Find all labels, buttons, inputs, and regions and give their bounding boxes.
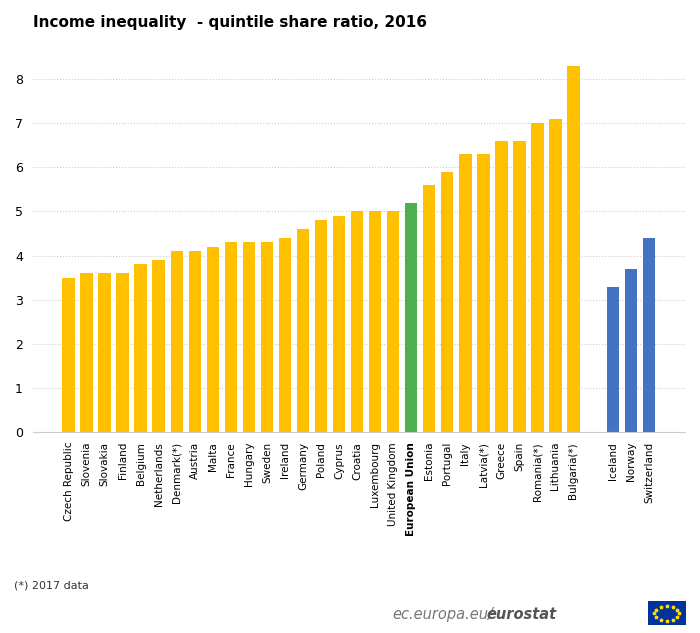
Bar (607, 287, 620, 432)
Bar (459, 154, 472, 432)
Bar (225, 242, 237, 432)
Bar (624, 269, 637, 432)
Bar (513, 141, 526, 432)
Bar (243, 242, 256, 432)
Bar (171, 251, 183, 432)
Bar (495, 141, 508, 432)
Text: (*) 2017 data: (*) 2017 data (14, 580, 89, 591)
Text: Income inequality  - quintile share ratio, 2016: Income inequality - quintile share ratio… (33, 15, 427, 30)
Text: ec.europa.eu/: ec.europa.eu/ (392, 607, 493, 622)
Bar (351, 211, 363, 432)
Bar (188, 251, 201, 432)
Bar (260, 242, 273, 432)
Bar (80, 273, 93, 432)
Bar (369, 211, 382, 432)
Bar (549, 119, 561, 432)
Bar (567, 66, 580, 432)
Bar (441, 172, 454, 432)
Bar (643, 238, 655, 432)
Bar (134, 265, 147, 432)
Bar (315, 220, 328, 432)
Bar (153, 260, 165, 432)
Bar (62, 278, 75, 432)
Bar (297, 229, 309, 432)
Bar (387, 211, 400, 432)
Bar (206, 247, 219, 432)
Bar (531, 123, 544, 432)
Bar (405, 203, 417, 432)
Bar (279, 238, 291, 432)
Text: eurostat: eurostat (486, 607, 556, 622)
Bar (423, 185, 435, 432)
Bar (477, 154, 489, 432)
Bar (99, 273, 111, 432)
Bar (332, 216, 345, 432)
Bar (116, 273, 129, 432)
